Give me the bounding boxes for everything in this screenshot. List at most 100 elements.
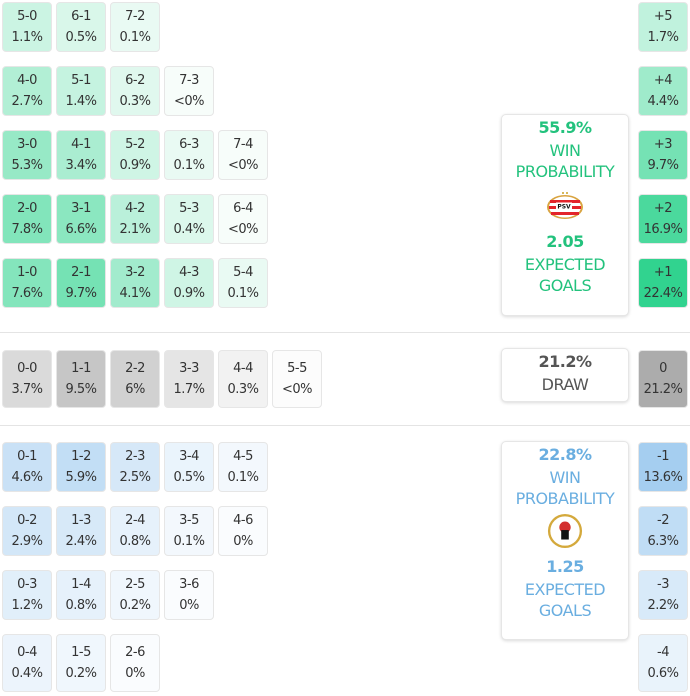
probability-value: 2.1% [119,222,151,237]
score-cell-away: 1-5 0.2% [56,634,106,692]
draw-pct: 21.2% [538,352,592,371]
score-label: 4-5 [233,449,253,464]
probability-value: 7.6% [11,286,43,301]
home-xg-label: EXPECTED GOALS [524,255,606,295]
score-cell-home: 4-3 0.9% [164,258,214,308]
probability-value: 0.1% [227,286,259,301]
score-cell-home: 7-3 <0% [164,66,214,116]
score-cell-home: 4-1 3.4% [56,130,106,180]
probability-value: 2.4% [65,534,97,549]
probability-value: 1.2% [11,598,43,613]
score-label: 3-5 [179,513,199,528]
probability-value: 2.2% [647,598,679,613]
svg-text:PSV: PSV [557,204,571,211]
away-win-pct: 22.8% [538,445,592,464]
score-cell-away: 1-2 5.9% [56,442,106,492]
margin-cell-away: -4 0.6% [638,634,688,692]
score-label: 3-6 [179,577,199,592]
probability-value: 4.4% [647,94,679,109]
probability-value: 0.3% [119,94,151,109]
score-cell-home: 5-4 0.1% [218,258,268,308]
score-label: 0-3 [17,577,37,592]
score-label: 1-0 [17,265,37,280]
score-label: 2-4 [125,513,145,528]
probability-value: 1.1% [11,30,43,45]
score-label: 3-1 [71,201,91,216]
score-cell-home: 7-4 <0% [218,130,268,180]
score-label: 7-3 [179,73,199,88]
score-cell-away: 0-1 4.6% [2,442,52,492]
score-label: 4-3 [179,265,199,280]
score-cell-home: 6-4 <0% [218,194,268,244]
margin-cell-home: +3 9.7% [638,130,688,180]
score-cell-away: 4-6 0% [218,506,268,556]
score-cell-draw: 0-0 3.7% [2,350,52,408]
away-xg-label: EXPECTED GOALS [524,580,606,620]
probability-value: 5.3% [11,158,43,173]
score-cell-away: 0-2 2.9% [2,506,52,556]
score-label: 2-5 [125,577,145,592]
score-cell-home: 6-2 0.3% [110,66,160,116]
score-cell-away: 2-4 0.8% [110,506,160,556]
score-cell-away: 4-5 0.1% [218,442,268,492]
probability-value: 0.8% [65,598,97,613]
probability-value: 0% [125,666,145,681]
probability-value: 0.8% [119,534,151,549]
probability-value: <0% [227,158,259,173]
score-cell-home: 7-2 0.1% [110,2,160,52]
away-win-label: WIN PROBABILITY [515,468,615,508]
score-cell-away: 1-3 2.4% [56,506,106,556]
score-label: 6-2 [125,73,145,88]
home-win-pct: 55.9% [538,118,592,137]
probability-value: 1.7% [173,382,205,397]
score-cell-away: 3-5 0.1% [164,506,214,556]
score-cell-home: 6-1 0.5% [56,2,106,52]
score-label: 4-1 [71,137,91,152]
probability-value: 0.1% [227,470,259,485]
probability-value: 5.9% [65,470,97,485]
probability-value: 21.2% [643,382,683,397]
probability-value: 0.6% [647,666,679,681]
score-cell-home: 1-0 7.6% [2,258,52,308]
margin-cell-home: +4 4.4% [638,66,688,116]
probability-value: 9.7% [65,286,97,301]
score-cell-home: 3-2 4.1% [110,258,160,308]
margin-cell-home: +5 1.7% [638,2,688,52]
score-label: -2 [657,513,669,528]
psv-logo-icon: PSV [547,192,583,219]
draw-label: DRAW [541,375,589,394]
probability-value: <0% [227,222,259,237]
probability-value: 6.6% [65,222,97,237]
away-xg: 1.25 [546,557,584,576]
score-label: 4-4 [233,361,253,376]
probability-value: 9.7% [647,158,679,173]
score-label: -4 [657,645,669,660]
score-cell-away: 3-6 0% [164,570,214,620]
margin-cell-draw: 0 21.2% [638,350,688,408]
score-label: 4-6 [233,513,253,528]
score-label: +1 [653,265,673,280]
score-label: -1 [657,449,669,464]
score-label: 7-2 [125,9,145,24]
score-label: 4-2 [125,201,145,216]
score-label: 3-2 [125,265,145,280]
score-label: 1-2 [71,449,91,464]
score-label: 5-4 [233,265,253,280]
home-xg: 2.05 [546,232,584,251]
probability-value: 9.5% [65,382,97,397]
score-cell-away: 2-5 0.2% [110,570,160,620]
score-cell-home: 3-0 5.3% [2,130,52,180]
score-cell-home: 5-2 0.9% [110,130,160,180]
probability-value: 1.4% [65,94,97,109]
probability-value: 4.6% [11,470,43,485]
probability-value: 3.7% [11,382,43,397]
score-label: 3-4 [179,449,199,464]
score-label: 1-5 [71,645,91,660]
score-cell-home: 3-1 6.6% [56,194,106,244]
score-label: 0-1 [17,449,37,464]
score-label: -3 [657,577,669,592]
margin-cell-away: -3 2.2% [638,570,688,620]
margin-cell-away: -1 13.6% [638,442,688,492]
score-cell-draw: 2-2 6% [110,350,160,408]
score-label: 5-3 [179,201,199,216]
